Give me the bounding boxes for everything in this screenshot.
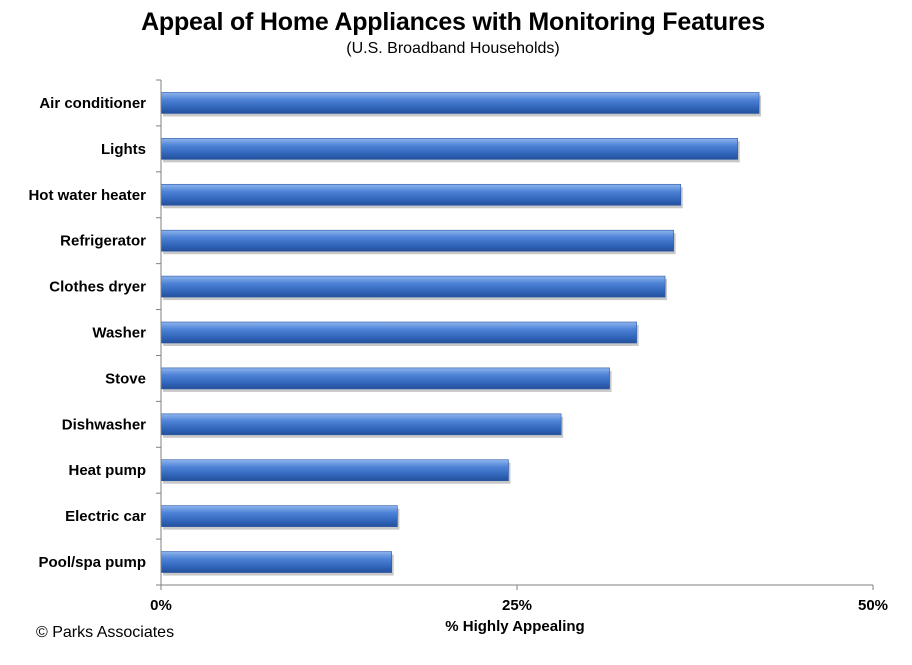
chart-subtitle: (U.S. Broadband Households) — [346, 40, 560, 57]
category-label: Dishwasher — [62, 416, 146, 433]
category-labels: Air conditioner Lights Hot water heater Ref… — [28, 95, 146, 571]
chart-title: Appeal of Home Appliances with Monitorin… — [141, 8, 765, 36]
category-label: Lights — [101, 141, 146, 158]
bar-pool-spa-pump — [160, 551, 392, 573]
copyright-text: © Parks Associates — [36, 624, 175, 641]
bar-electric-car — [160, 505, 398, 527]
category-label: Air conditioner — [39, 95, 146, 112]
x-tick-label: 0% — [150, 597, 172, 614]
category-label: Pool/spa pump — [38, 554, 146, 571]
bar-clothes-dryer — [160, 275, 666, 298]
category-label: Hot water heater — [28, 187, 146, 204]
category-label: Stove — [105, 370, 146, 387]
bar-washer — [160, 321, 637, 344]
bars-layer — [160, 92, 762, 576]
x-tick-label: 50% — [858, 597, 888, 614]
category-label: Electric car — [65, 508, 146, 525]
bar-air-conditioner — [160, 92, 760, 114]
bar-stove — [160, 367, 610, 390]
bar-refrigerator — [160, 229, 674, 252]
x-tick-label: 25% — [502, 597, 532, 614]
axes: 0% 25% 50% — [150, 79, 888, 614]
bar-lights — [160, 138, 739, 160]
x-axis-label: % Highly Appealing — [445, 618, 585, 635]
category-label: Washer — [92, 325, 146, 342]
category-label: Refrigerator — [60, 233, 146, 250]
category-label: Heat pump — [68, 462, 146, 479]
bar-hot-water-heater — [160, 183, 682, 206]
bar-heat-pump — [160, 459, 509, 482]
category-label: Clothes dryer — [49, 279, 146, 296]
bar-dishwasher — [160, 413, 562, 436]
